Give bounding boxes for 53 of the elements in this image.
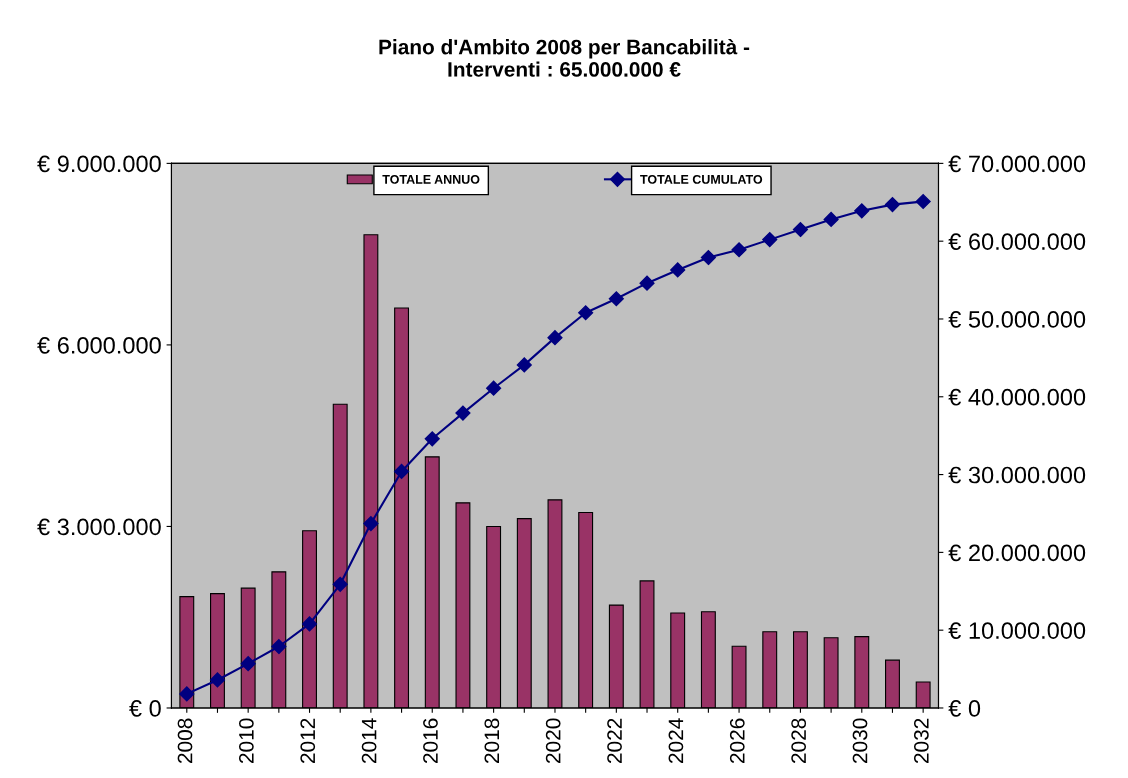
x-tick-label: 2022 bbox=[607, 718, 622, 763]
point bbox=[424, 431, 440, 447]
point bbox=[639, 275, 655, 291]
point bbox=[547, 330, 563, 346]
x-tick-label: 2018 bbox=[484, 718, 500, 763]
y2-tick-label: € 30.000.000 bbox=[948, 466, 1086, 484]
point bbox=[240, 656, 256, 672]
point bbox=[271, 638, 287, 655]
point bbox=[608, 291, 624, 307]
x-tick-label: 2024 bbox=[668, 718, 684, 763]
y2-tick-label: € 60.000.000 bbox=[948, 233, 1086, 250]
point bbox=[393, 463, 410, 480]
y2-tick-label: € 20.000.000 bbox=[948, 544, 1086, 562]
x-tick-label: 2014 bbox=[361, 718, 377, 763]
point bbox=[301, 616, 318, 632]
legend-label: TOTALE ANNUO bbox=[382, 174, 480, 184]
y2-tick-label: € 70.000.000 bbox=[948, 155, 1086, 173]
y2-tick-label: € 0 bbox=[948, 700, 981, 717]
y2-tick-label: € 50.000.000 bbox=[948, 311, 1086, 328]
x-tick-label: 2010 bbox=[239, 718, 254, 763]
point bbox=[578, 305, 594, 321]
x-tick-label: 2008 bbox=[177, 718, 193, 763]
x-tick-label: 2028 bbox=[791, 718, 807, 763]
y-tick-label: € 9.000.000 bbox=[37, 155, 161, 173]
point bbox=[179, 686, 195, 702]
point bbox=[516, 357, 532, 373]
y-tick-label: € 0 bbox=[129, 700, 161, 717]
x-tick-label: 2030 bbox=[852, 718, 868, 763]
y-tick-label: € 6.000.000 bbox=[37, 336, 161, 354]
chart-title: Piano d'Ambito 2008 per Bancabilità - Interventi : 65.000.000 € bbox=[379, 38, 750, 77]
point bbox=[884, 197, 901, 213]
x-tick-label: 2020 bbox=[545, 718, 561, 763]
x-tick-label: 2016 bbox=[423, 718, 438, 763]
point bbox=[486, 380, 502, 396]
point bbox=[792, 221, 808, 238]
point bbox=[700, 249, 716, 266]
point bbox=[823, 211, 839, 227]
point bbox=[915, 193, 931, 210]
point bbox=[363, 516, 379, 532]
point bbox=[670, 262, 686, 278]
y2-tick-label: € 10.000.000 bbox=[948, 622, 1086, 639]
legend-label: TOTALE CUMULATO bbox=[640, 174, 763, 184]
point bbox=[762, 232, 778, 248]
x-tick-label: 2012 bbox=[300, 718, 316, 763]
point bbox=[854, 203, 870, 219]
point bbox=[332, 576, 348, 592]
x-tick-label: 2026 bbox=[729, 718, 745, 763]
point bbox=[731, 242, 747, 258]
y-tick-label: € 3.000.000 bbox=[37, 518, 161, 536]
y2-tick-label: € 40.000.000 bbox=[948, 388, 1086, 406]
point bbox=[455, 405, 471, 421]
point bbox=[209, 672, 226, 688]
x-tick-label: 2032 bbox=[914, 718, 929, 763]
